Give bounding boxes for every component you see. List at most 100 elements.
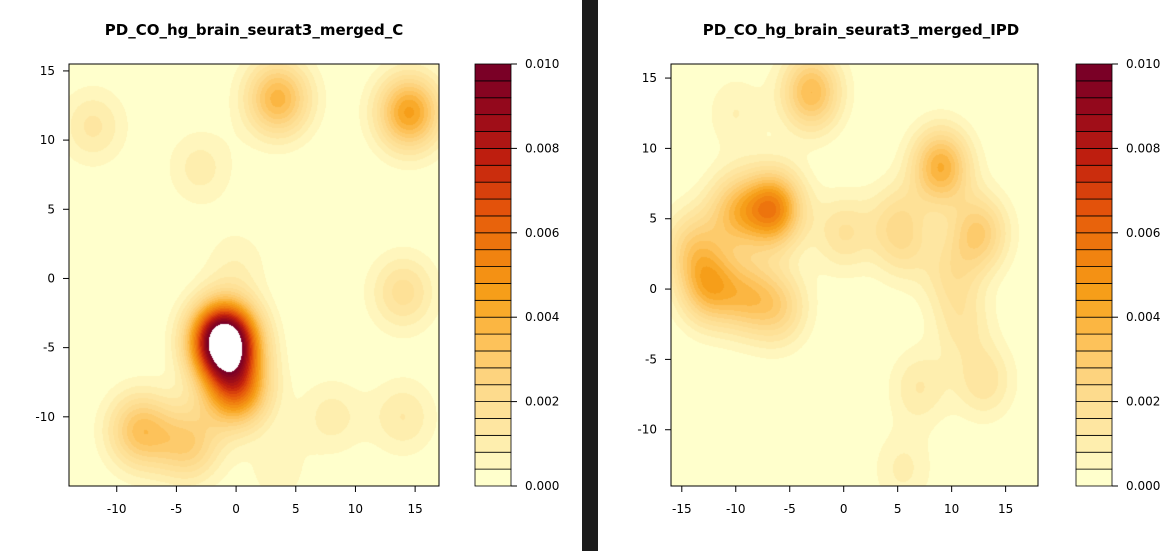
x-tick-label: 0 [232, 502, 240, 516]
colorbar-tick-label: 0.008 [1126, 141, 1160, 155]
colorbar-segment [1075, 384, 1113, 403]
colorbar-tick-label: 0.006 [525, 226, 559, 240]
x-tick-label: -5 [170, 502, 182, 516]
colorbar-tick-label: 0.010 [525, 57, 559, 71]
colorbar-segment [1075, 316, 1113, 335]
colorbar-segment [1075, 266, 1113, 284]
density-plot-left: PD_CO_hg_brain_seurat3_merged_C -10 -5 0 5 1… [35, 21, 559, 516]
colorbar-segment [474, 384, 512, 403]
panel-divider [582, 0, 598, 551]
colorbar-segment [1075, 131, 1113, 149]
x-tick-label: -10 [726, 502, 746, 516]
colorbar-segment [1075, 232, 1113, 251]
colorbar-segment [474, 266, 512, 284]
colorbar-segment [474, 215, 512, 234]
colorbar-segment [474, 147, 512, 166]
colorbar-segment [474, 283, 512, 301]
colorbar-segment [474, 63, 512, 82]
x-tick-label: -15 [672, 502, 692, 516]
plot-frame [68, 63, 440, 487]
colorbar-segment [1075, 299, 1113, 318]
colorbar-segment [474, 434, 512, 453]
colorbar-segment [474, 131, 512, 149]
colorbar-tick-label: 0.000 [525, 479, 559, 493]
y-tick-label: 10 [40, 133, 55, 147]
colorbar-segment [1075, 468, 1113, 487]
colorbar-segment [1075, 283, 1113, 301]
x-tick-label: -10 [107, 502, 127, 516]
colorbar-segment [1075, 451, 1113, 470]
y-tick-label: 0 [47, 271, 55, 285]
colorbar-segment [1075, 434, 1113, 453]
x-tick-label: 10 [348, 502, 363, 516]
colorbar-segment [474, 97, 512, 116]
colorbar-segment [474, 232, 512, 251]
colorbar-segment [474, 350, 512, 369]
y-tick-label: 10 [642, 141, 657, 155]
colorbar-segment [1075, 80, 1113, 99]
x-tick-label: 5 [894, 502, 902, 516]
colorbar-segment [474, 468, 512, 487]
y-tick-label: -5 [645, 352, 657, 366]
y-tick-label: 15 [40, 64, 55, 78]
colorbar-segment [1075, 97, 1113, 116]
colorbar-segment [1075, 147, 1113, 166]
colorbar-tick-label: 0.004 [1126, 310, 1160, 324]
panel-right: PD_CO_hg_brain_seurat3_merged_IPD -15 -10… [598, 0, 1174, 551]
x-tick-label: 5 [292, 502, 300, 516]
y-tick-label: 5 [649, 212, 657, 226]
y-tick-label: -10 [35, 410, 55, 424]
density-plot-right: PD_CO_hg_brain_seurat3_merged_IPD -15 -10… [637, 21, 1160, 516]
plot-title: PD_CO_hg_brain_seurat3_merged_C [105, 21, 403, 39]
colorbar-segment [474, 418, 512, 436]
colorbar-segment [1075, 114, 1113, 132]
colorbar-segment [474, 401, 512, 419]
colorbar-segment [1075, 418, 1113, 436]
colorbar-segment [474, 367, 512, 386]
x-tick-label: -5 [784, 502, 796, 516]
x-tick-label: 15 [998, 502, 1013, 516]
colorbar-segment [474, 80, 512, 99]
colorbar-tick-label: 0.004 [525, 310, 559, 324]
colorbar-tick-label: 0.000 [1126, 479, 1160, 493]
colorbar-segment [474, 181, 512, 200]
colorbar-tick-label: 0.006 [1126, 226, 1160, 240]
density-field [69, 64, 439, 486]
colorbar-tick-label: 0.010 [1126, 57, 1160, 71]
y-tick-label: -10 [637, 423, 657, 437]
colorbar-segment [1075, 198, 1113, 217]
colorbar-segment [1075, 367, 1113, 386]
plot-frame [670, 63, 1039, 487]
y-tick-label: 0 [649, 282, 657, 296]
colorbar-segment [474, 249, 512, 267]
colorbar-segment [1075, 164, 1113, 183]
plot-title: PD_CO_hg_brain_seurat3_merged_IPD [703, 21, 1019, 39]
colorbar-segment [474, 114, 512, 132]
colorbar-segment [1075, 215, 1113, 234]
colorbar-segment [1075, 181, 1113, 200]
x-tick-label: 10 [944, 502, 959, 516]
panel-left: PD_CO_hg_brain_seurat3_merged_C -10 -5 0 5 1… [0, 0, 582, 551]
y-tick-label: 5 [47, 202, 55, 216]
colorbar: 0.010 0.008 0.006 0.004 0.002 0.000 [1075, 57, 1160, 493]
x-tick-label: 0 [840, 502, 848, 516]
y-tick-label: -5 [43, 341, 55, 355]
colorbar-tick-label: 0.008 [525, 141, 559, 155]
y-tick-label: 15 [642, 71, 657, 85]
colorbar-tick-label: 0.002 [1126, 395, 1160, 409]
colorbar-segment [1075, 401, 1113, 419]
colorbar-segment [474, 333, 512, 352]
colorbar-segment [474, 316, 512, 335]
colorbar-segment [474, 299, 512, 318]
colorbar: 0.010 0.008 0.006 0.004 0.002 0.000 [474, 57, 559, 493]
density-field [671, 64, 1038, 486]
colorbar-segment [474, 164, 512, 183]
colorbar-tick-label: 0.002 [525, 395, 559, 409]
colorbar-segment [474, 451, 512, 470]
colorbar-segment [474, 198, 512, 217]
colorbar-segment [1075, 333, 1113, 352]
x-tick-label: 15 [407, 502, 422, 516]
colorbar-segment [1075, 249, 1113, 267]
colorbar-segment [1075, 63, 1113, 82]
